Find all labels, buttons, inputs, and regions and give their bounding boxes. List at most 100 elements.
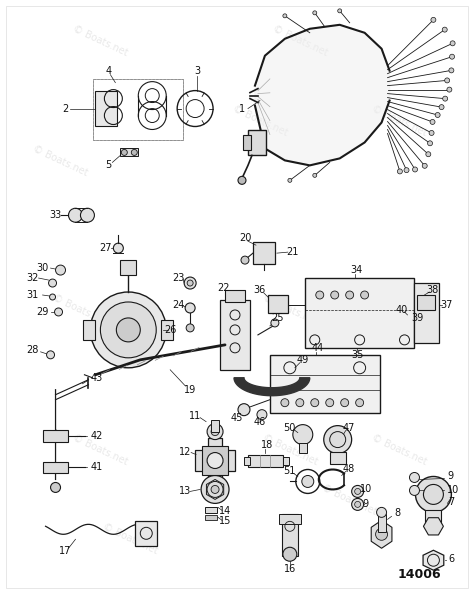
Circle shape [211, 428, 219, 435]
Bar [305, 278, 414, 348]
Polygon shape [423, 518, 443, 535]
Text: 36: 36 [254, 285, 266, 295]
Circle shape [257, 410, 267, 419]
Text: 42: 42 [91, 431, 103, 441]
Circle shape [397, 169, 402, 174]
Text: 19: 19 [184, 385, 196, 395]
Circle shape [283, 14, 287, 18]
Circle shape [412, 167, 418, 172]
Circle shape [416, 476, 451, 513]
Text: 39: 39 [411, 313, 424, 323]
Bar [43, 429, 69, 441]
Text: 31: 31 [27, 290, 39, 300]
Text: 12: 12 [179, 447, 191, 457]
Text: 1: 1 [239, 103, 245, 113]
Circle shape [313, 173, 317, 178]
Bar [270, 355, 380, 413]
Bar [83, 320, 95, 340]
Polygon shape [423, 550, 444, 570]
Circle shape [352, 498, 364, 510]
Circle shape [410, 485, 419, 495]
Text: © Boats.net: © Boats.net [320, 482, 379, 517]
Bar [418, 295, 436, 310]
Circle shape [207, 482, 223, 497]
Text: 26: 26 [164, 325, 176, 335]
Circle shape [443, 96, 447, 101]
Text: 51: 51 [283, 466, 296, 476]
Circle shape [450, 41, 455, 46]
Circle shape [326, 399, 334, 407]
Circle shape [445, 78, 450, 83]
Text: © Boats.net: © Boats.net [261, 432, 319, 467]
Circle shape [55, 265, 65, 275]
Text: 22: 22 [217, 283, 229, 293]
Text: 9: 9 [447, 472, 454, 482]
Text: © Boats.net: © Boats.net [101, 522, 159, 557]
Circle shape [422, 163, 427, 168]
Text: 50: 50 [283, 422, 296, 432]
Bar [93, 78, 183, 140]
Circle shape [201, 475, 229, 503]
Circle shape [296, 399, 304, 407]
Bar [330, 451, 346, 463]
Bar [195, 450, 235, 472]
Polygon shape [234, 378, 310, 396]
Bar [244, 457, 250, 465]
Circle shape [186, 324, 194, 332]
Circle shape [355, 501, 361, 507]
Polygon shape [371, 520, 392, 548]
Circle shape [410, 472, 419, 482]
Bar [205, 507, 217, 513]
Text: 6: 6 [448, 554, 455, 564]
Bar [211, 419, 219, 432]
Circle shape [404, 168, 409, 173]
Circle shape [116, 318, 140, 342]
Circle shape [331, 291, 339, 299]
Text: 43: 43 [91, 373, 103, 383]
Circle shape [55, 308, 63, 316]
Circle shape [311, 399, 319, 407]
Circle shape [185, 303, 195, 313]
Circle shape [271, 319, 279, 327]
Text: 9: 9 [363, 500, 369, 510]
Text: 30: 30 [36, 263, 49, 273]
Circle shape [302, 475, 314, 488]
Text: 47: 47 [343, 422, 355, 432]
Circle shape [375, 528, 388, 541]
Bar [93, 78, 183, 140]
Text: 16: 16 [284, 564, 296, 574]
Circle shape [187, 280, 193, 286]
Bar [253, 242, 275, 264]
Bar [205, 516, 217, 520]
Text: 18: 18 [261, 440, 273, 450]
Circle shape [355, 488, 361, 494]
Circle shape [449, 68, 454, 73]
Circle shape [91, 292, 166, 368]
Bar [248, 454, 283, 466]
Text: 33: 33 [49, 210, 62, 220]
Bar [283, 457, 289, 465]
Text: 10: 10 [447, 485, 460, 495]
Text: 29: 29 [36, 307, 49, 317]
Text: © Boats.net: © Boats.net [31, 143, 90, 178]
Circle shape [324, 426, 352, 454]
Circle shape [376, 507, 387, 517]
Bar [378, 514, 385, 532]
Text: 3: 3 [194, 66, 200, 75]
Circle shape [423, 485, 443, 504]
Bar [43, 462, 69, 473]
Text: 44: 44 [311, 343, 324, 353]
Circle shape [428, 141, 432, 146]
Bar [268, 295, 288, 313]
Bar [120, 260, 137, 275]
Bar [120, 148, 138, 156]
Text: © Boats.net: © Boats.net [71, 432, 129, 467]
Circle shape [330, 432, 346, 447]
Circle shape [238, 404, 250, 416]
Bar [243, 135, 251, 150]
Text: 4: 4 [105, 66, 111, 75]
Circle shape [430, 119, 435, 124]
Text: 2: 2 [63, 103, 69, 113]
Circle shape [316, 291, 324, 299]
Text: 23: 23 [172, 273, 184, 283]
